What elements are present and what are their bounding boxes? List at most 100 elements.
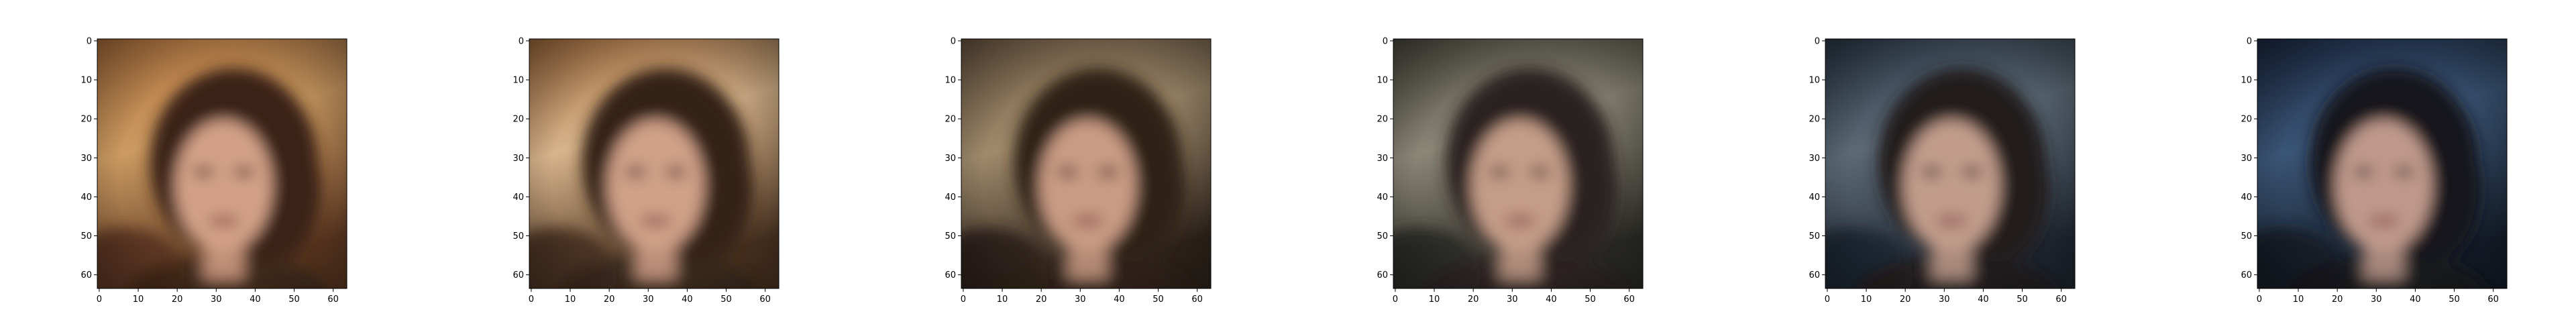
x-tick-label: 0: [97, 294, 102, 302]
y-tick-label: 60: [2241, 270, 2252, 280]
x-tick-label: 30: [211, 294, 222, 302]
y-tick-label: 10: [945, 76, 956, 86]
x-tick-label: 30: [1507, 294, 1518, 302]
generated-face-image: [97, 39, 347, 288]
axes-frame: [961, 38, 1212, 289]
y-tick-label: 20: [513, 115, 524, 125]
axes-frame: [1393, 38, 1644, 289]
y-tick-label: 40: [1809, 193, 1820, 203]
generated-face-image: [529, 39, 779, 288]
y-tick-label: 60: [1809, 270, 1820, 280]
y-tick-label: 20: [80, 115, 92, 125]
subplot-2: 0 10 20 30 40 50 60 0 10 20 30 40 50 60: [513, 36, 780, 302]
y-tick-label: 40: [945, 193, 956, 203]
subplot-1: 0 10 20 30 40 50 60 0 10 20 30 40 50 60: [80, 36, 347, 302]
subplot-5: 0 10 20 30 40 50 60 0 10 20 30 40 50 60: [1809, 36, 2076, 302]
y-tick-label: 40: [80, 193, 92, 203]
y-tick-label: 0: [519, 36, 524, 46]
x-tick-label: 20: [604, 294, 615, 302]
y-tick-label: 10: [1809, 76, 1820, 86]
x-tick-label: 60: [327, 294, 339, 302]
x-tick-label: 10: [133, 294, 144, 302]
x-tick-label: 40: [250, 294, 261, 302]
x-tick-label: 0: [2257, 294, 2262, 302]
y-tick-label: 50: [80, 231, 92, 241]
x-tick-label: 10: [997, 294, 1008, 302]
x-tick-label: 40: [1114, 294, 1125, 302]
x-tick-label: 60: [759, 294, 771, 302]
generated-face-image: [961, 39, 1211, 288]
y-tick-label: 30: [513, 154, 524, 164]
axes-frame: [529, 38, 780, 289]
y-tick-label: 30: [1377, 154, 1388, 164]
y-tick-label: 50: [1809, 231, 1820, 241]
x-tick-label: 10: [2293, 294, 2304, 302]
x-tick-label: 0: [1825, 294, 1830, 302]
x-tick-label: 40: [1978, 294, 1989, 302]
x-tick-label: 50: [2449, 294, 2460, 302]
y-tick-label: 30: [1809, 154, 1820, 164]
y-tick-label: 30: [945, 154, 956, 164]
x-tick-label: 60: [2055, 294, 2067, 302]
y-tick-label: 50: [513, 231, 524, 241]
y-tick-label: 60: [945, 270, 956, 280]
y-tick-label: 0: [2247, 36, 2252, 46]
x-tick-label: 20: [1900, 294, 1911, 302]
subplot-6: 0 10 20 30 40 50 60 0 10 20 30 40 50 60: [2241, 36, 2508, 302]
subplot-3: 0 10 20 30 40 50 60 0 10 20 30 40 50 60: [945, 36, 1212, 302]
y-tick-label: 60: [1377, 270, 1388, 280]
generated-face-image: [1825, 39, 2075, 288]
x-tick-label: 50: [2017, 294, 2028, 302]
x-tick-label: 30: [1075, 294, 1086, 302]
x-tick-label: 60: [1623, 294, 1635, 302]
y-tick-label: 20: [1809, 115, 1820, 125]
y-tick-label: 20: [2241, 115, 2252, 125]
x-tick-label: 10: [565, 294, 576, 302]
x-tick-label: 20: [172, 294, 183, 302]
x-tick-label: 50: [720, 294, 732, 302]
x-tick-label: 20: [1468, 294, 1479, 302]
axes-frame: [2257, 38, 2508, 289]
x-tick-label: 50: [1152, 294, 1164, 302]
x-tick-label: 40: [1546, 294, 1557, 302]
x-tick-label: 40: [682, 294, 693, 302]
axes-frame: [97, 38, 347, 289]
y-tick-label: 10: [2241, 76, 2252, 86]
y-tick-label: 10: [513, 76, 524, 86]
generated-face-image: [2257, 39, 2507, 288]
y-tick-label: 60: [80, 270, 92, 280]
x-tick-label: 30: [643, 294, 654, 302]
y-tick-label: 50: [2241, 231, 2252, 241]
y-tick-label: 60: [513, 270, 524, 280]
y-tick-label: 50: [945, 231, 956, 241]
y-tick-label: 0: [951, 36, 956, 46]
x-tick-label: 60: [2487, 294, 2499, 302]
x-tick-label: 30: [1939, 294, 1950, 302]
x-tick-label: 50: [1585, 294, 1596, 302]
x-tick-label: 10: [1861, 294, 1872, 302]
x-tick-label: 20: [1036, 294, 1047, 302]
x-tick-label: 20: [2332, 294, 2343, 302]
x-tick-label: 0: [1393, 294, 1398, 302]
axes-frame: [1825, 38, 2076, 289]
y-tick-label: 20: [1377, 115, 1388, 125]
y-tick-label: 40: [513, 193, 524, 203]
y-tick-label: 40: [2241, 193, 2252, 203]
y-tick-label: 40: [1377, 193, 1388, 203]
y-tick-label: 10: [1377, 76, 1388, 86]
x-tick-label: 40: [2410, 294, 2421, 302]
x-tick-label: 10: [1429, 294, 1440, 302]
y-tick-label: 0: [1815, 36, 1820, 46]
x-tick-label: 0: [529, 294, 534, 302]
y-tick-label: 30: [80, 154, 92, 164]
subplot-4: 0 10 20 30 40 50 60 0 10 20 30 40 50 60: [1377, 36, 1644, 302]
y-tick-label: 10: [80, 76, 92, 86]
y-tick-label: 50: [1377, 231, 1388, 241]
y-tick-label: 0: [87, 36, 92, 46]
y-tick-label: 30: [2241, 154, 2252, 164]
y-tick-label: 0: [1383, 36, 1388, 46]
x-tick-label: 60: [1191, 294, 1203, 302]
y-tick-label: 20: [945, 115, 956, 125]
generated-face-image: [1393, 39, 1643, 288]
x-tick-label: 50: [288, 294, 300, 302]
